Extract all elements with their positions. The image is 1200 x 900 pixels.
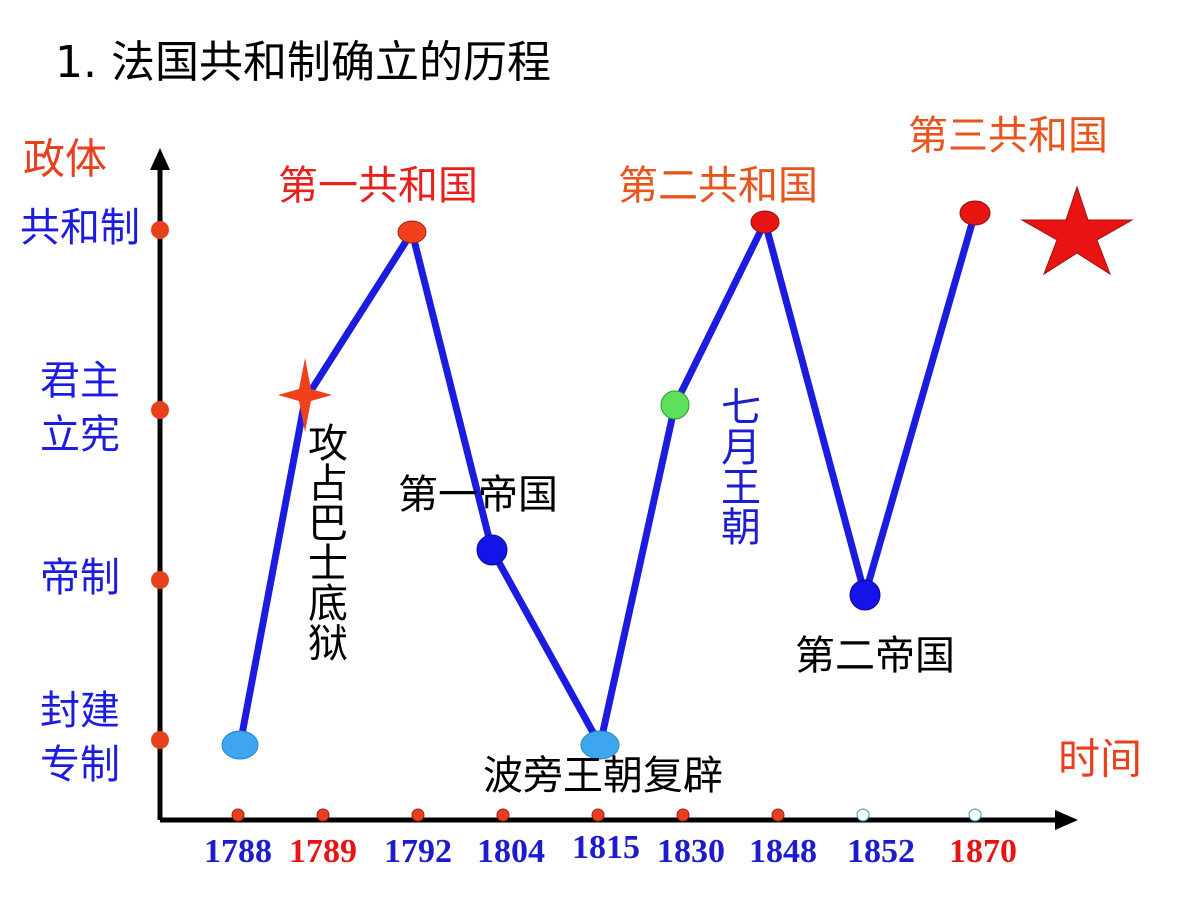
year-label: 1789 bbox=[289, 833, 357, 870]
point bbox=[849, 579, 881, 611]
point bbox=[397, 220, 427, 244]
year-label: 1848 bbox=[749, 833, 817, 870]
year-label: 1788 bbox=[204, 833, 272, 870]
year-dot bbox=[771, 808, 785, 822]
point bbox=[476, 534, 508, 566]
title: 1. 法国共和制确立的历程 bbox=[55, 37, 551, 88]
point bbox=[221, 730, 259, 760]
year-dot bbox=[496, 808, 510, 822]
level-dot bbox=[151, 401, 169, 419]
year-dot bbox=[411, 808, 425, 822]
y-arrow bbox=[150, 148, 170, 170]
y-axis-title: 政体 bbox=[23, 135, 107, 184]
label: 第三共和国 bbox=[908, 113, 1108, 159]
y-level-label: 君主 bbox=[40, 358, 120, 404]
y-level-label: 帝制 bbox=[40, 555, 120, 601]
x-years: 1788 1789 1792 1804 1815 1830 1848 1852 1870 bbox=[204, 808, 1017, 870]
label: 第二帝国 bbox=[795, 633, 955, 679]
y-level-label: 共和制 bbox=[20, 205, 140, 251]
year-dot bbox=[591, 808, 605, 822]
level-dot bbox=[151, 731, 169, 749]
point bbox=[660, 390, 690, 420]
year-dot bbox=[856, 808, 870, 822]
vertical-label: 七月王朝 bbox=[714, 386, 760, 546]
year-label: 1870 bbox=[949, 833, 1017, 870]
year-dot bbox=[316, 808, 330, 822]
label: 第二共和国 bbox=[618, 163, 818, 209]
level-dot bbox=[151, 221, 169, 239]
level-dot bbox=[151, 571, 169, 589]
year-dot bbox=[231, 808, 245, 822]
point bbox=[750, 210, 780, 234]
label: 波旁王朝复辟 bbox=[483, 753, 723, 799]
year-label: 1792 bbox=[384, 833, 452, 870]
year-label: 1852 bbox=[847, 833, 915, 870]
vertical-label: 攻占巴士底狱 bbox=[301, 422, 347, 662]
point bbox=[580, 730, 620, 760]
y-level-label: 立宪 bbox=[40, 412, 120, 458]
label: 第一共和国 bbox=[278, 163, 478, 209]
y-level-label: 封建 bbox=[40, 688, 120, 734]
label: 第一帝国 bbox=[398, 472, 558, 518]
year-label: 1830 bbox=[657, 833, 725, 870]
year-label: 1804 bbox=[477, 833, 545, 870]
x-axis-title: 时间 bbox=[1058, 735, 1142, 784]
year-dot bbox=[676, 808, 690, 822]
y-level-label: 专制 bbox=[40, 742, 120, 788]
point bbox=[959, 200, 991, 226]
event-star bbox=[278, 358, 332, 432]
year-dot bbox=[968, 808, 982, 822]
x-arrow bbox=[1055, 810, 1078, 830]
big-star bbox=[1020, 185, 1134, 276]
year-label: 1815 bbox=[572, 829, 640, 866]
